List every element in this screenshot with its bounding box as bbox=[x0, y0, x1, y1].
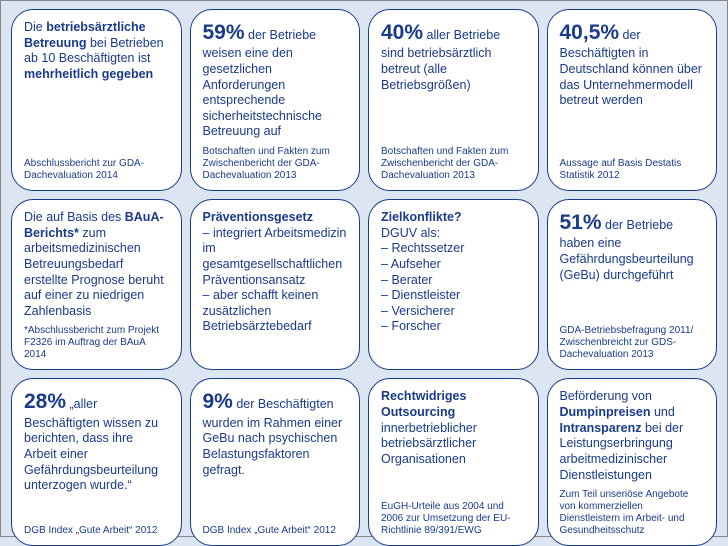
card-source: Aussage auf Basis Destatis Statistik 201… bbox=[560, 158, 705, 182]
info-card: 28% „aller Beschäftigten wissen zu beric… bbox=[11, 378, 182, 546]
card-body: 51% der Betriebe haben eine Gefährdungsb… bbox=[560, 210, 705, 283]
card-body: Die auf Basis des BAuA-Berichts* zum arb… bbox=[24, 210, 169, 319]
card-source: DGB Index „Gute Arbeit“ 2012 bbox=[24, 525, 169, 537]
info-card: 40% aller Betriebe sind betriebsärztlich… bbox=[368, 9, 539, 191]
card-body: Präventionsgesetzintegriert Arbeitsmediz… bbox=[203, 210, 348, 335]
card-body: 9% der Beschäftigten wurden im Rahmen ei… bbox=[203, 389, 348, 478]
card-source: Abschlussbericht zur GDA-Dachevaluation … bbox=[24, 158, 169, 182]
info-card: Zielkonflikte?DGUV als:RechtssetzerAufse… bbox=[368, 199, 539, 370]
card-source: *Abschlussbericht zum Projekt F2326 im A… bbox=[24, 325, 169, 361]
card-source: GDA-Betriebsbefragung 2011/ Zwischenbrei… bbox=[560, 325, 705, 361]
info-card: Die betriebsärztliche Betreuung bei Betr… bbox=[11, 9, 182, 191]
card-source: EuGH-Urteile aus 2004 und 2006 zur Umset… bbox=[381, 501, 526, 537]
card-body: 59% der Betriebe weisen eine den gesetzl… bbox=[203, 20, 348, 140]
card-source: Botschaften und Fakten zum Zwischenberic… bbox=[381, 146, 526, 182]
card-source: Zum Teil unseriöse Angebote von kommerzi… bbox=[560, 489, 705, 537]
info-card: 51% der Betriebe haben eine Gefährdungsb… bbox=[547, 199, 718, 370]
card-source: DGB Index „Gute Arbeit“ 2012 bbox=[203, 525, 348, 537]
card-body: 40% aller Betriebe sind betriebsärztlich… bbox=[381, 20, 526, 93]
card-body: Beförderung von Dumpinpreisen und Intran… bbox=[560, 389, 705, 483]
info-card: 9% der Beschäftigten wurden im Rahmen ei… bbox=[190, 378, 361, 546]
info-card: Die auf Basis des BAuA-Berichts* zum arb… bbox=[11, 199, 182, 370]
card-body: Rechtwidriges Outsourcing innerbetriebli… bbox=[381, 389, 526, 467]
info-card: 40,5% der Beschäftigten in Deutschland k… bbox=[547, 9, 718, 191]
card-body: 40,5% der Beschäftigten in Deutschland k… bbox=[560, 20, 705, 109]
info-card: Beförderung von Dumpinpreisen und Intran… bbox=[547, 378, 718, 546]
info-card: 59% der Betriebe weisen eine den gesetzl… bbox=[190, 9, 361, 191]
info-card: Präventionsgesetzintegriert Arbeitsmediz… bbox=[190, 199, 361, 370]
card-body: Zielkonflikte?DGUV als:RechtssetzerAufse… bbox=[381, 210, 526, 335]
card-body: 28% „aller Beschäftigten wissen zu beric… bbox=[24, 389, 169, 493]
info-card: Rechtwidriges Outsourcing innerbetriebli… bbox=[368, 378, 539, 546]
card-body: Die betriebsärztliche Betreuung bei Betr… bbox=[24, 20, 169, 83]
card-source: Botschaften und Fakten zum Zwischenberic… bbox=[203, 146, 348, 182]
